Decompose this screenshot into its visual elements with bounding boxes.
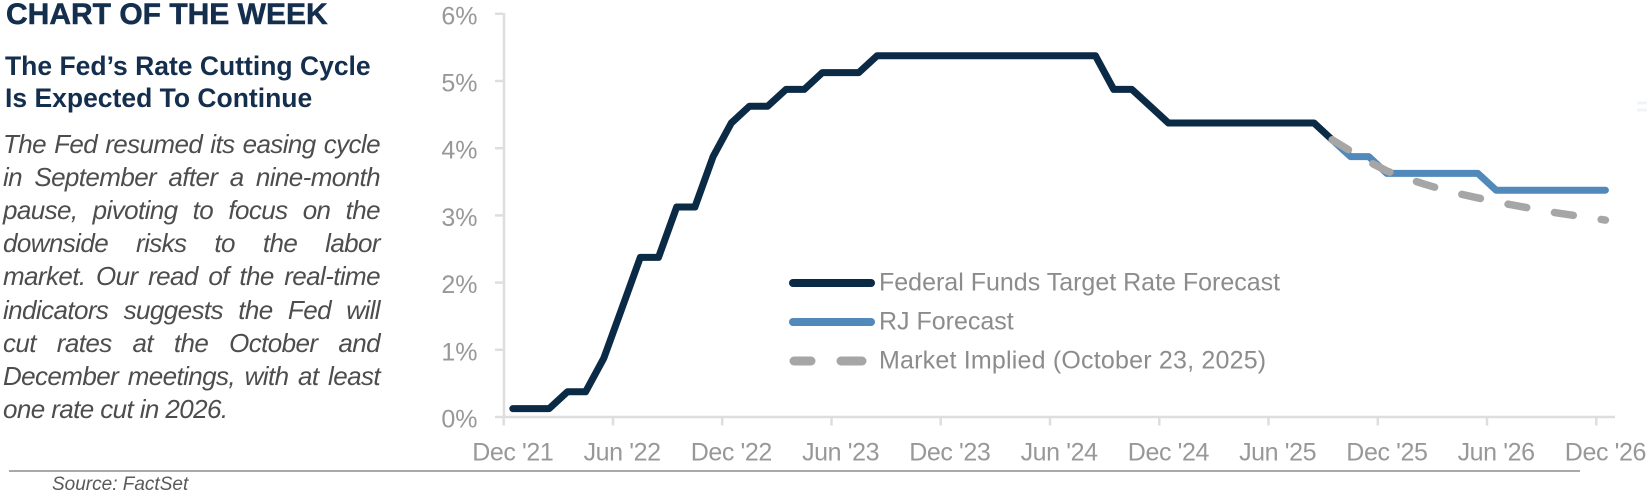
svg-text:6%: 6% [441,2,477,30]
svg-text:0%: 0% [441,406,477,434]
svg-text:Jun '24: Jun '24 [1021,439,1099,467]
svg-text:RJ Forecast: RJ Forecast [879,308,1014,336]
svg-text:Jun '26: Jun '26 [1458,439,1535,467]
svg-text:2%: 2% [441,271,477,299]
svg-text:Jun '25: Jun '25 [1239,439,1316,467]
svg-text:1%: 1% [441,338,477,366]
svg-text:Dec '26: Dec '26 [1565,439,1646,467]
svg-text:Dec '22: Dec '22 [691,439,772,467]
svg-text:Jun '23: Jun '23 [802,439,879,467]
svg-text:3%: 3% [441,204,477,232]
svg-text:Dec '25: Dec '25 [1346,439,1427,467]
svg-text:Dec '24: Dec '24 [1128,439,1210,467]
svg-text:Market Implied (October 23, 20: Market Implied (October 23, 2025) [879,347,1266,375]
svg-text:4%: 4% [441,137,477,165]
svg-text:Jun '22: Jun '22 [584,439,661,467]
svg-text:Dec '21: Dec '21 [472,439,553,467]
svg-text:Federal Funds Target Rate Fore: Federal Funds Target Rate Forecast [879,269,1280,297]
svg-text:Dec '23: Dec '23 [909,439,990,467]
svg-text:5%: 5% [441,70,477,98]
